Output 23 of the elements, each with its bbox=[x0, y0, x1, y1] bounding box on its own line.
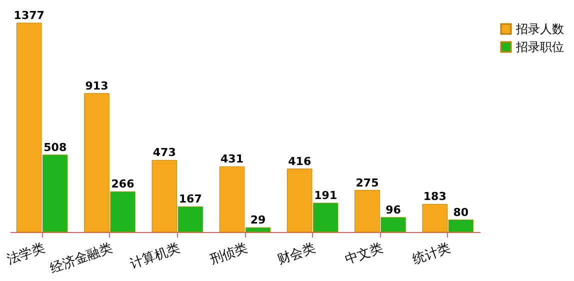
data-label: 473 bbox=[152, 146, 176, 160]
data-label: 431 bbox=[220, 152, 244, 166]
data-label: 266 bbox=[111, 178, 135, 191]
data-label: 275 bbox=[356, 176, 379, 190]
data-label: 508 bbox=[44, 140, 67, 154]
x-tick-label: 经济金融类 bbox=[48, 240, 115, 277]
data-label: 191 bbox=[314, 189, 338, 202]
data-label: 167 bbox=[178, 192, 202, 206]
data-label: 29 bbox=[250, 214, 266, 227]
x-tick-label: 法学类 bbox=[5, 240, 47, 268]
x-tick-label: 统计类 bbox=[410, 240, 453, 268]
x-tick-label: 计算机类 bbox=[128, 240, 182, 272]
x-tick-label: 财会类 bbox=[276, 240, 318, 268]
x-tick-label: 中文类 bbox=[343, 240, 386, 268]
x-tick-label: 刑侦类 bbox=[208, 240, 250, 268]
data-label: 80 bbox=[453, 206, 469, 219]
data-label: 96 bbox=[386, 203, 402, 216]
data-label: 913 bbox=[85, 79, 108, 92]
data-label: 416 bbox=[288, 154, 312, 168]
data-label: 1377 bbox=[14, 9, 44, 22]
data-label: 183 bbox=[423, 190, 446, 204]
legend-label: 招录人数 bbox=[515, 22, 564, 36]
legend-label: 招录职位 bbox=[515, 40, 564, 54]
